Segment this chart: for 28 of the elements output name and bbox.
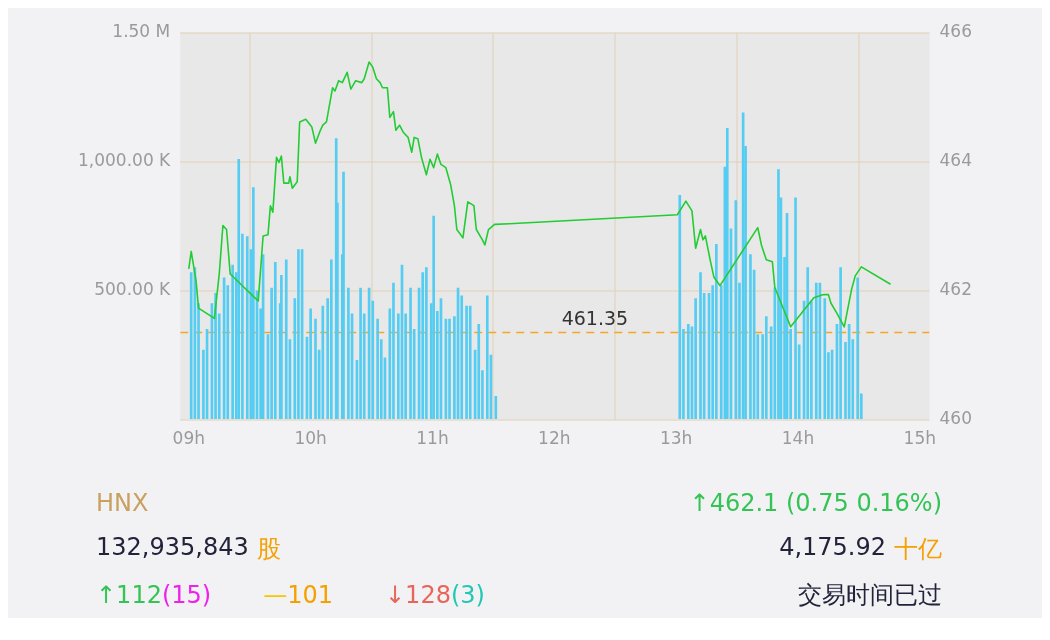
y2-tick-label: 462 (939, 279, 973, 300)
x-tick-label: 13h (659, 428, 693, 449)
text: 交易时间已过 (798, 580, 942, 611)
text: 股 (256, 534, 281, 565)
y2-tick-label: 464 (939, 150, 973, 171)
text: 4,175.92 (779, 533, 886, 563)
text: ↓128 (385, 581, 451, 609)
y-tick-label: 1.50 M (112, 21, 171, 42)
y2-tick-label: 460 (939, 408, 973, 429)
text: (15) (161, 581, 212, 609)
x-tick-label: 14h (781, 428, 815, 449)
y2-tick-label: 466 (939, 21, 973, 42)
text: ↑112 (96, 581, 162, 609)
text: — (263, 581, 288, 609)
x-tick-label: 12h (538, 428, 571, 449)
y-tick-label: 500.00 K (94, 279, 172, 300)
x-tick-label: 15h (903, 428, 937, 449)
text: 十亿 (894, 534, 942, 565)
y-tick-label: 1,000.00 K (77, 150, 172, 171)
text: HNX (96, 489, 149, 517)
text: 101 (287, 581, 333, 609)
ref-line-label: 461.35 (561, 307, 629, 330)
text: 132,935,843 (96, 533, 249, 563)
text: (3) (450, 581, 485, 609)
x-tick-label: 09h (172, 428, 205, 449)
text: ↑462.1 (0.75 0.16%) (689, 489, 942, 517)
x-tick-label: 11h (416, 428, 449, 449)
x-tick-label: 10h (294, 428, 327, 449)
